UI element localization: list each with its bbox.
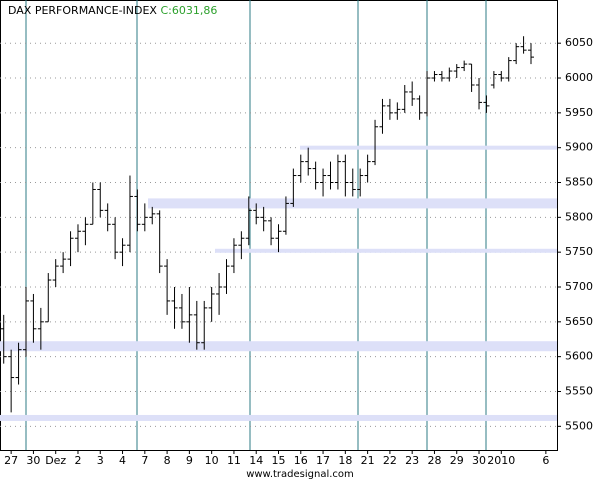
- y-tick-label: 5850: [565, 176, 593, 189]
- chart-title: DAX PERFORMANCE-INDEX C:6031,86: [8, 4, 217, 17]
- level-band: [148, 198, 557, 209]
- y-tick-label: 5800: [565, 210, 593, 223]
- x-tick-label: 7: [141, 454, 148, 467]
- x-tick-label: 16: [294, 454, 308, 467]
- x-tick-label: 10: [205, 454, 219, 467]
- x-tick-label: Dez: [45, 454, 66, 467]
- x-tick-label: 2010: [487, 454, 515, 467]
- x-tick-label: 22: [383, 454, 397, 467]
- footer: www.tradesignal.com: [246, 469, 354, 480]
- y-tick-label: 5650: [565, 315, 593, 328]
- x-tick-label: 30: [472, 454, 486, 467]
- y-tick-label: 5950: [565, 106, 593, 119]
- x-tick-label: 29: [450, 454, 464, 467]
- x-tick-label: 17: [316, 454, 330, 467]
- x-tick-label: 28: [427, 454, 441, 467]
- y-tick-label: 5750: [565, 245, 593, 258]
- level-band: [0, 414, 557, 421]
- y-tick-label: 5700: [565, 280, 593, 293]
- foreground-layer: 5500 5550 5600 5650 5700 5750 5800 5850 5900 5950…: [0, 36, 593, 467]
- x-tick-label: 30: [26, 454, 40, 467]
- y-tick-label: 6000: [565, 71, 593, 84]
- level-band: [300, 145, 557, 150]
- x-tick-label: 18: [338, 454, 352, 467]
- subtitle: C:6031,86: [160, 4, 217, 17]
- level-band: [0, 341, 557, 352]
- x-tick-label: 11: [227, 454, 241, 467]
- x-tick-label: 3: [97, 454, 104, 467]
- y-tick-label: 5600: [565, 350, 593, 363]
- x-tick-label: 15: [272, 454, 286, 467]
- x-tick-label: 14: [249, 454, 263, 467]
- y-tick-label: 5900: [565, 141, 593, 154]
- y-tick-label: 6050: [565, 36, 593, 49]
- x-tick-label: 2: [74, 454, 81, 467]
- background-layer: [0, 0, 557, 450]
- y-tick-label: 5550: [565, 384, 593, 397]
- x-tick-label: 8: [164, 454, 171, 467]
- x-tick-label: 27: [4, 454, 18, 467]
- level-band: [215, 248, 557, 253]
- x-tick-label: 21: [361, 454, 375, 467]
- x-tick-label: 4: [119, 454, 126, 467]
- x-tick-label: 6: [542, 454, 549, 467]
- title: DAX PERFORMANCE-INDEX: [8, 4, 157, 17]
- x-tick-label: 9: [186, 454, 193, 467]
- y-tick-label: 5500: [565, 419, 593, 432]
- x-tick-label: 23: [405, 454, 419, 467]
